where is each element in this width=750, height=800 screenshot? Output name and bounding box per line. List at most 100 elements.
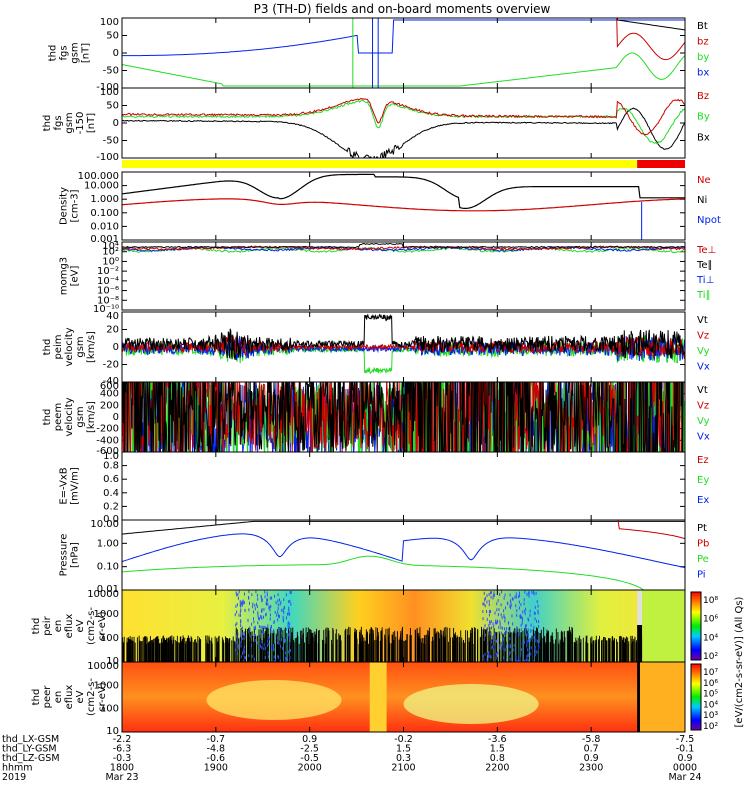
peir-low-flux bbox=[167, 637, 169, 662]
peir-pixel bbox=[277, 610, 279, 614]
peir-pixel bbox=[491, 640, 493, 644]
peir-pixel bbox=[235, 604, 237, 608]
peir-pixel bbox=[273, 620, 275, 624]
peir-pixel bbox=[263, 647, 265, 651]
peir-low-flux bbox=[225, 639, 227, 662]
peir-low-flux bbox=[436, 631, 438, 662]
peir-low-flux bbox=[375, 627, 377, 662]
peir-pixel bbox=[240, 604, 242, 608]
status-bar bbox=[637, 160, 685, 168]
peir-pixel bbox=[270, 630, 272, 634]
peir-low-flux bbox=[335, 629, 337, 662]
peir-low-flux bbox=[346, 628, 348, 662]
peir-low-flux bbox=[158, 642, 160, 662]
peir-low-flux bbox=[421, 642, 423, 662]
legend-efield: Ey bbox=[697, 475, 709, 486]
peir-pixel bbox=[509, 593, 511, 597]
peir-low-flux bbox=[547, 630, 549, 662]
peir-low-flux bbox=[538, 643, 540, 662]
peir-low-flux bbox=[217, 641, 219, 662]
peir-pixel bbox=[483, 627, 485, 631]
y-tick-label: 100 bbox=[100, 633, 119, 644]
peir-low-flux bbox=[322, 639, 323, 662]
peir-low-flux bbox=[579, 635, 581, 662]
peir-pixel bbox=[244, 650, 246, 654]
peir-pixel bbox=[240, 620, 242, 624]
peir-pixel bbox=[279, 627, 281, 631]
peir-pixel bbox=[519, 656, 521, 660]
peir-low-flux bbox=[507, 631, 509, 662]
peir-low-flux bbox=[123, 636, 125, 662]
peer-end bbox=[639, 662, 685, 732]
peir-low-flux bbox=[482, 629, 484, 662]
peir-pixel bbox=[520, 623, 522, 627]
peir-low-flux bbox=[172, 643, 173, 662]
panel-frame bbox=[121, 171, 686, 241]
peir-low-flux bbox=[473, 643, 475, 662]
y-axis-label: [km/s] bbox=[86, 331, 97, 363]
y-axis-label: gsm bbox=[75, 336, 86, 357]
peir-low-flux bbox=[279, 640, 280, 662]
peir-low-flux bbox=[339, 634, 341, 662]
peir-low-flux bbox=[529, 638, 531, 662]
peir-pixel bbox=[285, 616, 287, 620]
peir-low-flux bbox=[211, 643, 213, 662]
peir-low-flux bbox=[489, 626, 491, 662]
peir-low-flux bbox=[622, 637, 624, 662]
y-tick-label: 1000 bbox=[94, 609, 119, 620]
peir-pixel bbox=[237, 636, 239, 640]
peir-pixel bbox=[494, 621, 496, 625]
vt-line bbox=[122, 382, 684, 452]
peir-pixel bbox=[270, 604, 272, 608]
peir-low-flux bbox=[613, 640, 615, 662]
peir-pixel bbox=[521, 648, 523, 652]
peir-pixel bbox=[486, 658, 488, 662]
peir-pixel bbox=[253, 610, 255, 614]
peir-low-flux bbox=[392, 632, 394, 662]
peir-pixel bbox=[526, 630, 528, 634]
peir-low-flux bbox=[539, 633, 541, 662]
x-axis-value: -2.5 bbox=[300, 744, 319, 755]
legend-temp: Ti⊥ bbox=[696, 275, 714, 286]
peir-low-flux bbox=[150, 643, 151, 662]
peir-low-flux bbox=[427, 630, 429, 662]
x-axis-value: -0.6 bbox=[207, 753, 226, 764]
peir-low-flux bbox=[132, 640, 134, 662]
colorbar-tick: 10⁷ bbox=[703, 668, 718, 678]
peir-pixel bbox=[499, 592, 501, 596]
peir-low-flux bbox=[443, 636, 445, 662]
peir-low-flux bbox=[189, 640, 191, 662]
figure-title: P3 (TH-D) fields and on-board moments ov… bbox=[254, 2, 551, 16]
peir-pixel bbox=[488, 631, 490, 635]
peir-low-flux bbox=[313, 637, 315, 662]
colorbar-tick: 10⁵ bbox=[703, 690, 718, 700]
peir-pixel bbox=[267, 598, 269, 602]
peir-pixel bbox=[239, 600, 241, 604]
y-tick-label: 50 bbox=[106, 31, 119, 42]
legend-fgs: bx bbox=[697, 68, 709, 79]
peir-pixel bbox=[238, 613, 240, 617]
peir-pixel bbox=[279, 615, 281, 619]
y-tick-label: 100 bbox=[100, 17, 119, 28]
legend-pressure: Pi bbox=[697, 570, 706, 581]
peir-pixel bbox=[269, 596, 271, 600]
peir-pixel bbox=[516, 613, 518, 617]
peir-low-flux bbox=[390, 643, 392, 662]
peir-low-flux bbox=[186, 638, 188, 662]
peir-low-flux bbox=[280, 627, 282, 662]
peir-low-flux bbox=[517, 632, 519, 662]
y-tick-label: 0.001 bbox=[90, 234, 119, 245]
x-axis-value: 0000 bbox=[673, 763, 697, 774]
x-axis-value: 0.7 bbox=[584, 744, 599, 755]
peir-pixel bbox=[509, 599, 511, 603]
y-axis-label: eV bbox=[75, 690, 86, 703]
y-tick-label: 100.000 bbox=[78, 171, 119, 182]
peir-pixel bbox=[492, 596, 494, 600]
peir-low-flux bbox=[315, 639, 317, 662]
peir-low-flux bbox=[373, 641, 375, 662]
peir-low-flux bbox=[207, 642, 208, 662]
peir-pixel bbox=[253, 626, 255, 630]
peir-low-flux bbox=[418, 632, 420, 662]
peir-pixel bbox=[526, 648, 528, 652]
peir-pixel bbox=[275, 601, 277, 605]
